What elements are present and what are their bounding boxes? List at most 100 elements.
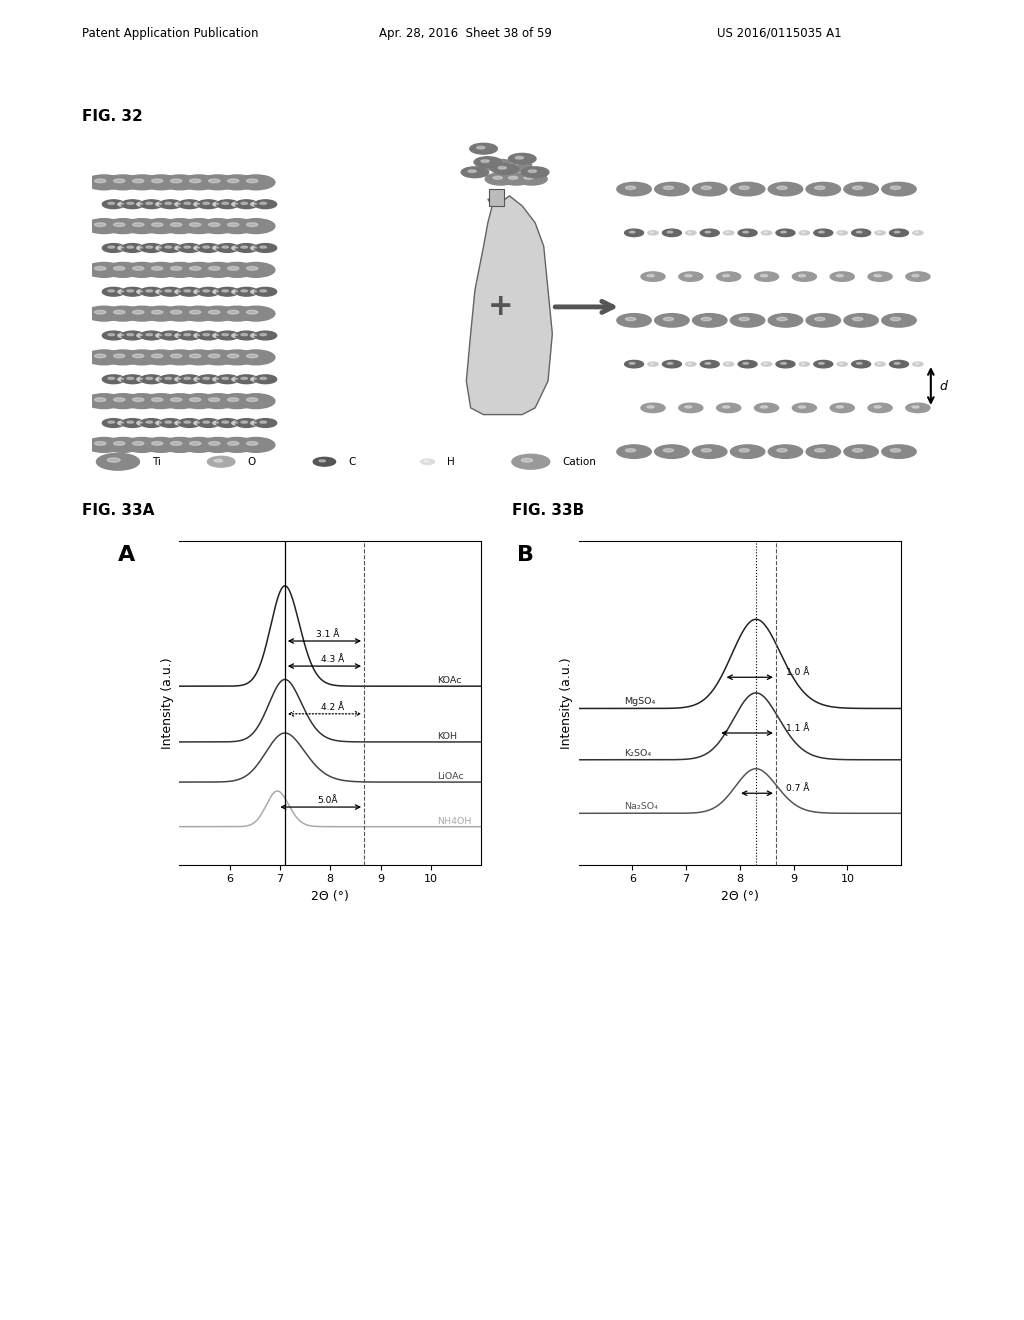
Ellipse shape bbox=[165, 378, 172, 379]
Text: 1.0 Å: 1.0 Å bbox=[785, 668, 809, 677]
Ellipse shape bbox=[127, 421, 134, 424]
Ellipse shape bbox=[104, 176, 142, 190]
Ellipse shape bbox=[161, 176, 199, 190]
Ellipse shape bbox=[156, 289, 166, 294]
Ellipse shape bbox=[184, 202, 190, 205]
Ellipse shape bbox=[236, 244, 258, 252]
Ellipse shape bbox=[247, 442, 258, 445]
Ellipse shape bbox=[777, 449, 787, 451]
Ellipse shape bbox=[227, 223, 239, 227]
Ellipse shape bbox=[738, 360, 757, 368]
Ellipse shape bbox=[868, 272, 892, 281]
Ellipse shape bbox=[180, 437, 218, 453]
Ellipse shape bbox=[247, 267, 258, 271]
Ellipse shape bbox=[127, 334, 134, 335]
Ellipse shape bbox=[776, 360, 795, 368]
Ellipse shape bbox=[85, 350, 123, 364]
Ellipse shape bbox=[856, 231, 862, 234]
Ellipse shape bbox=[912, 405, 920, 408]
Ellipse shape bbox=[254, 418, 276, 428]
Ellipse shape bbox=[742, 231, 749, 234]
Ellipse shape bbox=[189, 397, 201, 401]
Ellipse shape bbox=[625, 360, 643, 368]
Ellipse shape bbox=[236, 288, 258, 296]
Ellipse shape bbox=[184, 290, 190, 292]
Ellipse shape bbox=[218, 176, 256, 190]
Ellipse shape bbox=[161, 437, 199, 453]
Text: B: B bbox=[517, 545, 535, 565]
Ellipse shape bbox=[160, 199, 181, 209]
Ellipse shape bbox=[123, 176, 161, 190]
Ellipse shape bbox=[227, 180, 239, 182]
Ellipse shape bbox=[686, 362, 696, 366]
Ellipse shape bbox=[837, 231, 848, 235]
Ellipse shape bbox=[114, 354, 125, 358]
Ellipse shape bbox=[123, 437, 161, 453]
Ellipse shape bbox=[844, 445, 879, 458]
Ellipse shape bbox=[145, 378, 153, 379]
Ellipse shape bbox=[132, 180, 144, 182]
Ellipse shape bbox=[198, 375, 220, 384]
Ellipse shape bbox=[780, 231, 786, 234]
Ellipse shape bbox=[140, 418, 163, 428]
Ellipse shape bbox=[818, 231, 824, 234]
Ellipse shape bbox=[104, 263, 142, 277]
Ellipse shape bbox=[837, 362, 848, 366]
Ellipse shape bbox=[123, 263, 161, 277]
Bar bbox=[488, 189, 504, 206]
Ellipse shape bbox=[213, 334, 223, 338]
Ellipse shape bbox=[114, 397, 125, 401]
Ellipse shape bbox=[145, 202, 153, 205]
Ellipse shape bbox=[664, 186, 674, 190]
Ellipse shape bbox=[104, 219, 142, 234]
Ellipse shape bbox=[853, 317, 863, 321]
Ellipse shape bbox=[102, 418, 125, 428]
Ellipse shape bbox=[102, 331, 125, 339]
Ellipse shape bbox=[175, 378, 185, 381]
Ellipse shape bbox=[184, 334, 190, 335]
Ellipse shape bbox=[189, 180, 201, 182]
Ellipse shape bbox=[894, 363, 900, 364]
Ellipse shape bbox=[260, 421, 266, 424]
Ellipse shape bbox=[171, 442, 182, 445]
Ellipse shape bbox=[874, 275, 882, 277]
Ellipse shape bbox=[142, 393, 180, 409]
Ellipse shape bbox=[203, 202, 210, 205]
Ellipse shape bbox=[237, 350, 274, 364]
Ellipse shape bbox=[121, 375, 143, 384]
Ellipse shape bbox=[94, 267, 105, 271]
Ellipse shape bbox=[231, 421, 242, 425]
Ellipse shape bbox=[189, 223, 201, 227]
Ellipse shape bbox=[806, 445, 841, 458]
Ellipse shape bbox=[194, 421, 204, 425]
Ellipse shape bbox=[241, 290, 248, 292]
Ellipse shape bbox=[94, 223, 105, 227]
Ellipse shape bbox=[247, 397, 258, 401]
Ellipse shape bbox=[501, 160, 531, 172]
Ellipse shape bbox=[152, 310, 163, 314]
Ellipse shape bbox=[216, 375, 239, 384]
Ellipse shape bbox=[160, 418, 181, 428]
Ellipse shape bbox=[209, 180, 220, 182]
Ellipse shape bbox=[630, 363, 635, 364]
Ellipse shape bbox=[630, 231, 635, 234]
Ellipse shape bbox=[247, 310, 258, 314]
Ellipse shape bbox=[868, 403, 892, 413]
Ellipse shape bbox=[668, 363, 673, 364]
Ellipse shape bbox=[768, 314, 803, 327]
Ellipse shape bbox=[104, 350, 142, 364]
Ellipse shape bbox=[894, 231, 900, 234]
Ellipse shape bbox=[853, 186, 863, 190]
Ellipse shape bbox=[780, 363, 786, 364]
Ellipse shape bbox=[140, 375, 163, 384]
Ellipse shape bbox=[171, 397, 182, 401]
Ellipse shape bbox=[654, 445, 689, 458]
Ellipse shape bbox=[814, 230, 833, 236]
Ellipse shape bbox=[521, 166, 549, 178]
Ellipse shape bbox=[194, 378, 204, 381]
Y-axis label: Intensity (a.u.): Intensity (a.u.) bbox=[161, 657, 174, 748]
Ellipse shape bbox=[114, 310, 125, 314]
Ellipse shape bbox=[216, 199, 239, 209]
Ellipse shape bbox=[705, 363, 711, 364]
Ellipse shape bbox=[762, 231, 772, 235]
